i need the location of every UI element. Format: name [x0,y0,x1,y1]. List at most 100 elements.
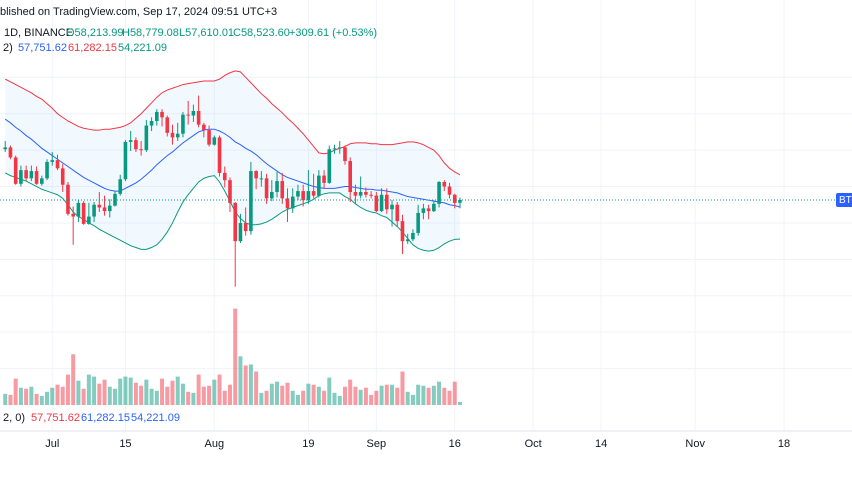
volume-bar [437,381,442,405]
candle-body [222,172,227,181]
band-line [4,118,461,208]
volume-bar [369,394,374,405]
volume-bar [175,376,180,405]
volume-bar [421,385,426,405]
volume-bar [374,390,379,405]
candle-body [379,194,384,212]
volume-bar [102,379,107,405]
candle-body [374,195,379,212]
candle-body [411,232,415,240]
candle-body [290,196,295,209]
volume-bar [222,390,227,405]
candle-body [259,178,264,180]
volume-bar [60,386,65,405]
x-tick-label: Aug [205,438,225,450]
candle-body [128,140,133,142]
volume-bar [248,364,253,405]
candle-body [186,114,190,116]
volume-bar [337,395,342,405]
candle-body [437,181,441,204]
volume-bar [191,392,196,405]
candle-body [24,170,28,179]
candle-body [285,198,290,209]
ohlc-change: +309.61 (+0.53%) [289,27,377,39]
candle-body [442,181,447,187]
volume-bar [13,378,18,405]
volume-bar [301,390,306,405]
volume-bar [290,390,295,405]
candle-body [97,204,102,208]
volume-bar [316,386,321,405]
volume-bar [86,374,91,405]
x-tick-label: 16 [449,438,461,450]
candle-body [306,191,311,201]
candle-body [29,171,34,179]
volume-bar [92,376,97,405]
volume-bar [65,374,70,405]
candle-body [155,111,159,121]
volume-bar [238,356,243,405]
volume-bar [363,387,368,405]
plot: BT [0,70,852,405]
volume-bar [353,386,358,405]
candle-body [270,192,274,199]
volume-bar [233,308,238,405]
volume-bar [431,385,436,405]
volume-bar [447,390,452,405]
volume-bar [112,388,117,405]
candle-body [395,204,400,222]
candle-body [332,148,337,150]
candle-body [343,147,347,162]
volume-bar [400,371,405,405]
candle-body [358,192,363,196]
volume-bar [39,395,44,405]
candle-body [432,203,436,212]
volume-bar [332,392,337,405]
volume-bar [416,384,421,405]
candle-body [447,186,452,195]
volume-bar [442,387,447,405]
symbol: 1D, BINANCE [4,27,73,39]
volume-bar [24,388,29,405]
indicator-basis: 57,751.62 [18,42,67,54]
volume-label: 2, 0) [3,412,25,424]
candle-body [400,221,405,242]
volume-bar [201,386,206,405]
candle-body [301,191,305,201]
candle-body [337,147,342,149]
volume-bar [123,376,128,405]
candle-body [217,137,222,173]
candle-body [275,181,279,192]
volume-bar [212,379,217,405]
candle-body [280,181,285,199]
volume-bar [254,371,259,405]
candle-body [92,204,96,217]
candle-body [102,207,107,212]
volume-bar [405,391,410,405]
volume-bar [306,383,311,405]
candle-body [181,114,185,134]
volume-bar [160,378,165,405]
volume-bar [358,389,363,405]
volume-bar [275,381,280,405]
candle-body [212,137,217,145]
candle-body [66,184,70,214]
candle-body [160,111,164,118]
candle-body [233,202,238,242]
price-tag-label: BT [839,195,852,206]
volume-bar [348,379,353,405]
indicator-lower: 54,221.09 [118,42,167,54]
candle-body [327,149,332,183]
x-tick-label: 15 [119,438,131,450]
ohlc-close: C58,523.60 [233,27,290,39]
volume-bar [180,383,185,405]
volume-bar [390,384,395,405]
candle-body [144,125,149,151]
volume-bar [243,365,248,405]
volume-bar [144,379,149,405]
volume-bar [154,390,159,405]
candle-body [60,168,65,185]
candle-body [170,132,175,138]
volume-bar [295,394,300,405]
